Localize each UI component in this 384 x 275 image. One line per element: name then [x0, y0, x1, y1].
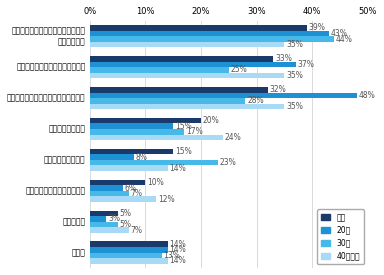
Bar [90, 196, 156, 202]
Text: 14%: 14% [169, 245, 186, 254]
Text: 32%: 32% [269, 85, 286, 94]
Bar [90, 98, 245, 104]
Text: 14%: 14% [169, 240, 186, 249]
Bar [90, 222, 118, 227]
Bar [90, 216, 106, 222]
Text: 7%: 7% [130, 189, 142, 198]
Bar [90, 92, 357, 98]
Text: 44%: 44% [336, 35, 353, 43]
Bar [90, 118, 201, 123]
Bar [90, 42, 285, 47]
Text: 28%: 28% [247, 96, 264, 105]
Text: 35%: 35% [286, 40, 303, 49]
Bar [90, 258, 167, 264]
Bar [90, 56, 273, 62]
Bar [90, 36, 334, 42]
Bar [90, 129, 184, 134]
Text: 35%: 35% [286, 71, 303, 80]
Text: 17%: 17% [186, 127, 203, 136]
Bar [90, 134, 223, 140]
Bar [90, 241, 167, 247]
Bar [90, 149, 173, 154]
Bar [90, 211, 118, 216]
Bar [90, 154, 134, 160]
Legend: 全体, 20代, 30代, 40代以上: 全体, 20代, 30代, 40代以上 [318, 209, 364, 264]
Text: 6%: 6% [125, 183, 137, 192]
Text: 23%: 23% [219, 158, 236, 167]
Bar [90, 25, 307, 31]
Text: 35%: 35% [286, 102, 303, 111]
Bar [90, 185, 123, 191]
Text: 3%: 3% [108, 214, 120, 223]
Text: 15%: 15% [175, 122, 192, 131]
Bar [90, 123, 173, 129]
Bar [90, 87, 268, 92]
Text: 5%: 5% [119, 209, 131, 218]
Text: 5%: 5% [119, 220, 131, 229]
Bar [90, 166, 167, 171]
Text: 14%: 14% [169, 164, 186, 173]
Text: 33%: 33% [275, 54, 292, 63]
Text: 39%: 39% [308, 23, 325, 32]
Text: 8%: 8% [136, 153, 148, 162]
Bar [90, 104, 285, 109]
Bar [90, 191, 129, 196]
Bar [90, 31, 329, 36]
Text: 12%: 12% [158, 195, 175, 204]
Text: 13%: 13% [164, 251, 180, 260]
Text: 7%: 7% [130, 226, 142, 235]
Text: 24%: 24% [225, 133, 242, 142]
Text: 43%: 43% [331, 29, 348, 38]
Bar [90, 227, 129, 233]
Bar [90, 67, 229, 73]
Bar [90, 62, 296, 67]
Text: 10%: 10% [147, 178, 164, 187]
Text: 37%: 37% [297, 60, 314, 69]
Bar [90, 73, 285, 78]
Bar [90, 160, 218, 166]
Text: 20%: 20% [203, 116, 219, 125]
Text: 14%: 14% [169, 257, 186, 265]
Bar [90, 180, 146, 185]
Text: 48%: 48% [358, 91, 375, 100]
Bar [90, 253, 162, 258]
Text: 15%: 15% [175, 147, 192, 156]
Bar [90, 247, 167, 253]
Text: 25%: 25% [230, 65, 247, 75]
